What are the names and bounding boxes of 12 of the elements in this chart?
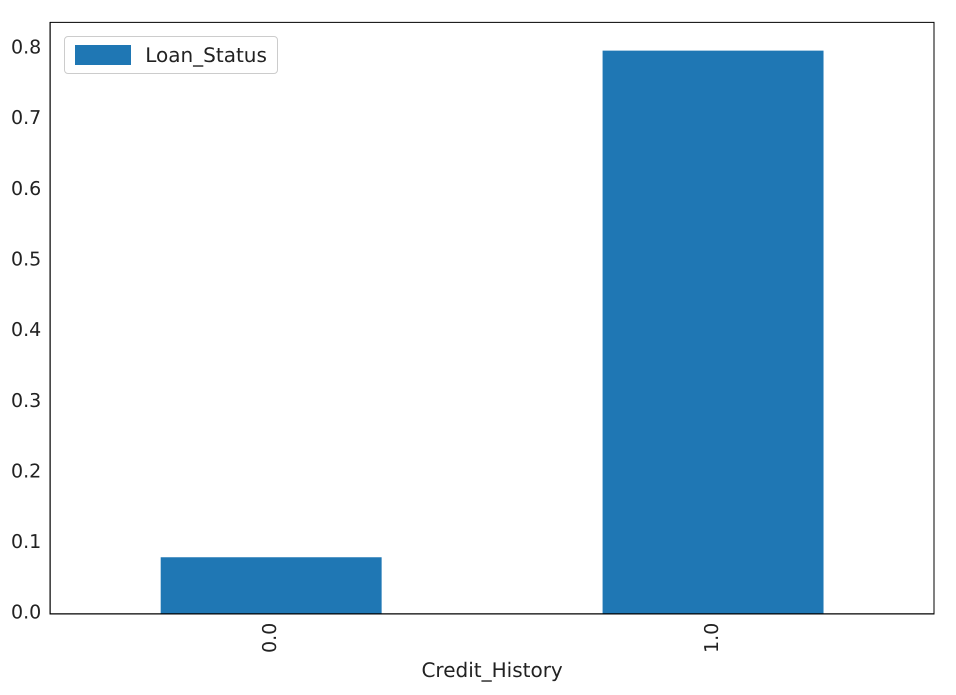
y-tick-label: 0.1 [11,531,42,554]
y-tick-label: 0.3 [11,390,42,412]
y-tick-label: 0.7 [11,107,42,130]
x-axis-title: Credit_History [421,658,563,682]
legend-label: Loan_Status [145,43,267,68]
y-tick-label: 0.2 [11,460,42,482]
y-tick-label: 0.8 [11,36,42,58]
y-tick-label: 0.6 [11,178,42,200]
y-tick-label: 0.5 [11,248,42,270]
y-tick-label: 0.4 [11,319,42,342]
x-tick-label: 1.0 [700,622,723,653]
y-tick-label: 0.0 [11,602,42,624]
